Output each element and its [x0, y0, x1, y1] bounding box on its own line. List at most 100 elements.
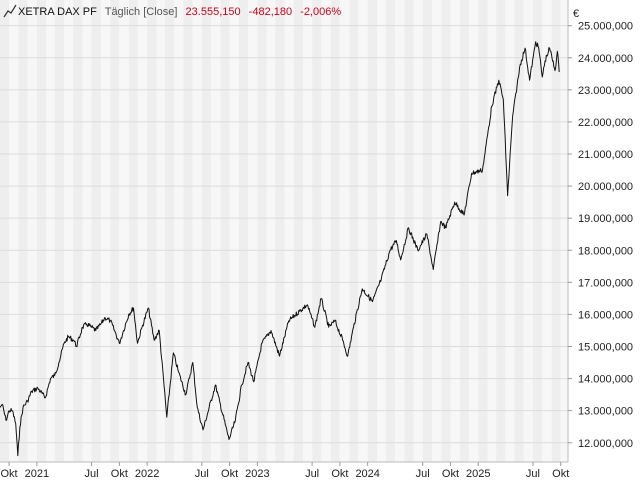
- x-tick-label: Okt: [442, 468, 459, 480]
- month-band: [284, 0, 294, 462]
- month-band: [395, 0, 405, 462]
- x-tick-label: Jul: [416, 468, 430, 480]
- month-band: [266, 0, 276, 462]
- month-band: [478, 0, 488, 462]
- y-tick-label: 24.000,000: [578, 53, 633, 65]
- x-tick-label: 2021: [25, 468, 49, 480]
- y-tick-label: 23.000,000: [578, 85, 633, 97]
- legend-symbol: XETRA DAX PF: [18, 6, 97, 18]
- y-tick-label: 18.000,000: [578, 245, 633, 257]
- y-tick-label: 19.000,000: [578, 213, 633, 225]
- y-tick-label: 25.000,000: [578, 21, 633, 33]
- x-tick-labels: Okt 2021 Jul Okt 2022 Jul Okt 2023 Jul Okt 2024 Jul…: [1, 462, 569, 480]
- month-band: [441, 0, 451, 462]
- month-band: [532, 0, 543, 462]
- chart-legend: XETRA DAX PF Täglich [Close] 23.555,150 …: [3, 4, 341, 18]
- month-band: [229, 0, 239, 462]
- month-band: [73, 0, 83, 462]
- x-tick-label: Okt: [552, 468, 569, 480]
- month-band: [174, 0, 184, 462]
- x-tick-label: 2022: [135, 468, 159, 480]
- month-band: [358, 0, 368, 462]
- month-band: [82, 0, 92, 462]
- month-band: [293, 0, 304, 462]
- y-tick-label: 15.000,000: [578, 342, 633, 354]
- line-chart-icon: [3, 4, 17, 18]
- x-tick-label: Jul: [526, 468, 540, 480]
- gridlines: [0, 25, 568, 444]
- month-band: [9, 0, 19, 462]
- x-tick-label: Jul: [85, 468, 99, 480]
- month-band: [468, 0, 479, 462]
- month-band: [238, 0, 249, 462]
- month-band: [321, 0, 331, 462]
- x-tick-label: Jul: [305, 468, 319, 480]
- month-band: [551, 0, 561, 462]
- month-band: [54, 0, 65, 462]
- month-band: [413, 0, 423, 462]
- month-band: [201, 0, 212, 462]
- month-band: [18, 0, 28, 462]
- x-tick-label: Okt: [111, 468, 128, 480]
- y-tick-label: 16.000,000: [578, 309, 633, 321]
- x-tick-label: Okt: [221, 468, 238, 480]
- month-band: [560, 0, 568, 462]
- y-tick-label: 17.000,000: [578, 277, 633, 289]
- month-band: [542, 0, 552, 462]
- month-band: [377, 0, 386, 462]
- month-band: [128, 0, 138, 462]
- y-tick-label: 13.000,000: [578, 406, 633, 418]
- month-band: [156, 0, 165, 462]
- currency-label: €: [573, 8, 579, 20]
- month-band: [459, 0, 469, 462]
- month-band: [46, 0, 55, 462]
- month-band: [487, 0, 497, 462]
- x-tick-label: Okt: [331, 468, 348, 480]
- month-band: [367, 0, 378, 462]
- x-tick-label: Jul: [195, 468, 209, 480]
- price-line: [0, 41, 560, 457]
- month-band: [422, 0, 433, 462]
- month-band: [192, 0, 202, 462]
- y-tick-label: 22.000,000: [578, 117, 633, 129]
- month-band: [248, 0, 258, 462]
- month-band: [432, 0, 442, 462]
- legend-change-percent: -2,006%: [300, 6, 341, 18]
- month-band: [496, 0, 506, 462]
- month-band: [275, 0, 285, 462]
- x-tick-label: 2025: [466, 468, 490, 480]
- month-band: [137, 0, 148, 462]
- month-band: [349, 0, 359, 462]
- month-band: [119, 0, 129, 462]
- month-band: [450, 0, 460, 462]
- month-band: [523, 0, 533, 462]
- month-band: [36, 0, 47, 462]
- x-tick-label: 2023: [245, 468, 269, 480]
- month-band: [64, 0, 74, 462]
- month-band: [220, 0, 230, 462]
- axes: €: [0, 0, 579, 463]
- y-tick-label: 12.000,000: [578, 438, 633, 450]
- month-band: [505, 0, 515, 462]
- y-tick-labels: 12.000,000 13.000,000 14.000,000 15.000,000…: [568, 21, 633, 450]
- month-band: [164, 0, 175, 462]
- x-tick-label: 2024: [355, 468, 379, 480]
- svg-text:XETRA DAX PF Täglich [: XETRA DAX PF Täglich [Close] 23.555,150 …: [18, 6, 341, 18]
- x-tick-label: Okt: [1, 468, 18, 480]
- month-band: [211, 0, 221, 462]
- month-band: [147, 0, 157, 462]
- month-band: [110, 0, 120, 462]
- legend-last-price: 23.555,150: [186, 6, 241, 18]
- month-bands: [0, 0, 568, 462]
- month-band: [100, 0, 111, 462]
- y-tick-label: 21.000,000: [578, 149, 633, 161]
- y-tick-label: 14.000,000: [578, 374, 633, 386]
- month-band: [303, 0, 313, 462]
- month-band: [514, 0, 524, 462]
- legend-change: -482,180: [249, 6, 292, 18]
- month-band: [257, 0, 267, 462]
- month-band: [312, 0, 322, 462]
- month-band: [183, 0, 193, 462]
